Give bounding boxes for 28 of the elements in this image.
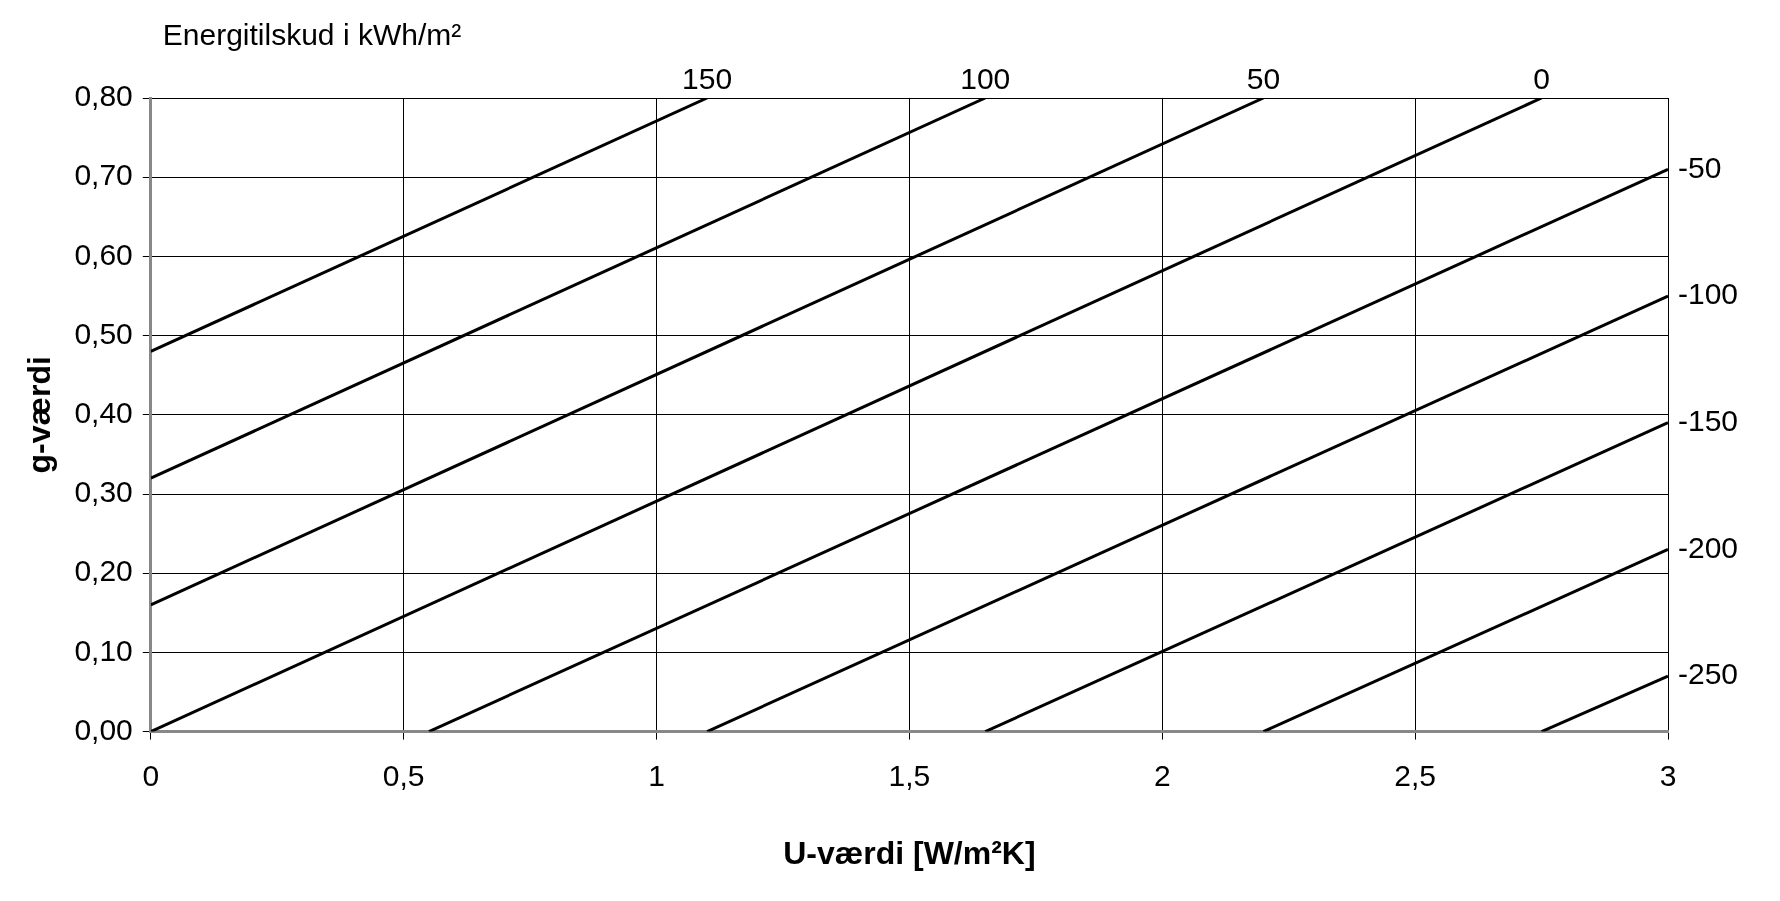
series-label: -200 <box>1678 530 1739 564</box>
series-label: -250 <box>1678 657 1739 691</box>
series-label: 150 <box>682 62 733 96</box>
series-label: -100 <box>1678 277 1739 311</box>
y-tick-label: 0,50 <box>74 316 133 350</box>
y-tick-label: 0,80 <box>74 79 133 113</box>
series-label: -150 <box>1678 403 1739 437</box>
x-tick-label: 1,5 <box>888 758 931 792</box>
y-tick-label: 0,30 <box>74 475 133 509</box>
series-label: -50 <box>1678 150 1722 184</box>
x-tick-label: 3 <box>1659 758 1677 792</box>
x-tick-label: 2 <box>1153 758 1171 792</box>
x-tick-label: 1 <box>648 758 665 792</box>
y-tick-label: 0,00 <box>74 712 133 746</box>
x-tick-label: 2,5 <box>1394 758 1436 792</box>
y-tick-label: 0,20 <box>74 554 133 588</box>
y-tick-label: 0,10 <box>74 633 133 667</box>
y-tick-label: 0,70 <box>74 158 133 192</box>
y-axis-title: g-værdi <box>21 356 58 474</box>
x-tick-label: 0 <box>142 758 160 792</box>
x-tick-label: 0,5 <box>382 758 425 792</box>
series-label: 100 <box>960 62 1011 96</box>
x-axis-title: U-værdi [W/m²K] <box>783 834 1036 871</box>
legend-title: Energitilskud i kWh/m² <box>162 18 462 52</box>
series-label: 0 <box>1533 62 1550 96</box>
y-tick-label: 0,40 <box>74 396 133 430</box>
y-tick-label: 0,60 <box>74 237 133 271</box>
series-label: 50 <box>1246 62 1281 96</box>
